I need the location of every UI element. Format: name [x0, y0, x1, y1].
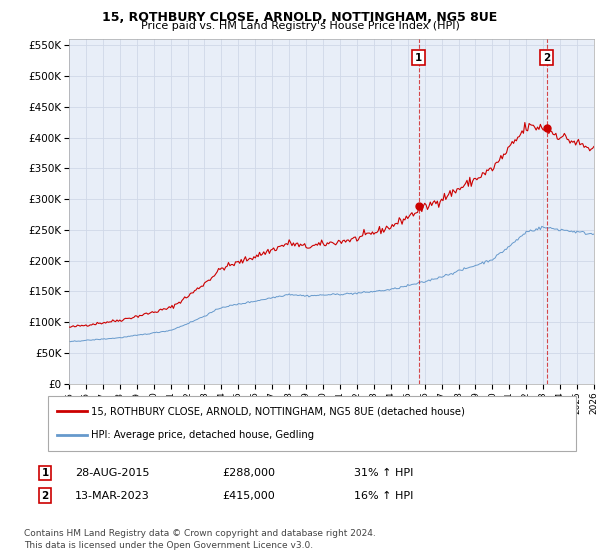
- Text: HPI: Average price, detached house, Gedling: HPI: Average price, detached house, Gedl…: [91, 431, 314, 440]
- Text: 31% ↑ HPI: 31% ↑ HPI: [354, 468, 413, 478]
- Text: 28-AUG-2015: 28-AUG-2015: [75, 468, 149, 478]
- Text: 2: 2: [41, 491, 49, 501]
- Text: £415,000: £415,000: [222, 491, 275, 501]
- Text: This data is licensed under the Open Government Licence v3.0.: This data is licensed under the Open Gov…: [24, 542, 313, 550]
- Text: Price paid vs. HM Land Registry's House Price Index (HPI): Price paid vs. HM Land Registry's House …: [140, 21, 460, 31]
- Text: Contains HM Land Registry data © Crown copyright and database right 2024.: Contains HM Land Registry data © Crown c…: [24, 529, 376, 538]
- Text: 15, ROTHBURY CLOSE, ARNOLD, NOTTINGHAM, NG5 8UE: 15, ROTHBURY CLOSE, ARNOLD, NOTTINGHAM, …: [103, 11, 497, 24]
- Text: 2: 2: [543, 53, 550, 63]
- Text: 1: 1: [41, 468, 49, 478]
- Text: 15, ROTHBURY CLOSE, ARNOLD, NOTTINGHAM, NG5 8UE (detached house): 15, ROTHBURY CLOSE, ARNOLD, NOTTINGHAM, …: [91, 407, 465, 416]
- Text: 16% ↑ HPI: 16% ↑ HPI: [354, 491, 413, 501]
- Text: 1: 1: [415, 53, 422, 63]
- Text: £288,000: £288,000: [222, 468, 275, 478]
- Text: 13-MAR-2023: 13-MAR-2023: [75, 491, 150, 501]
